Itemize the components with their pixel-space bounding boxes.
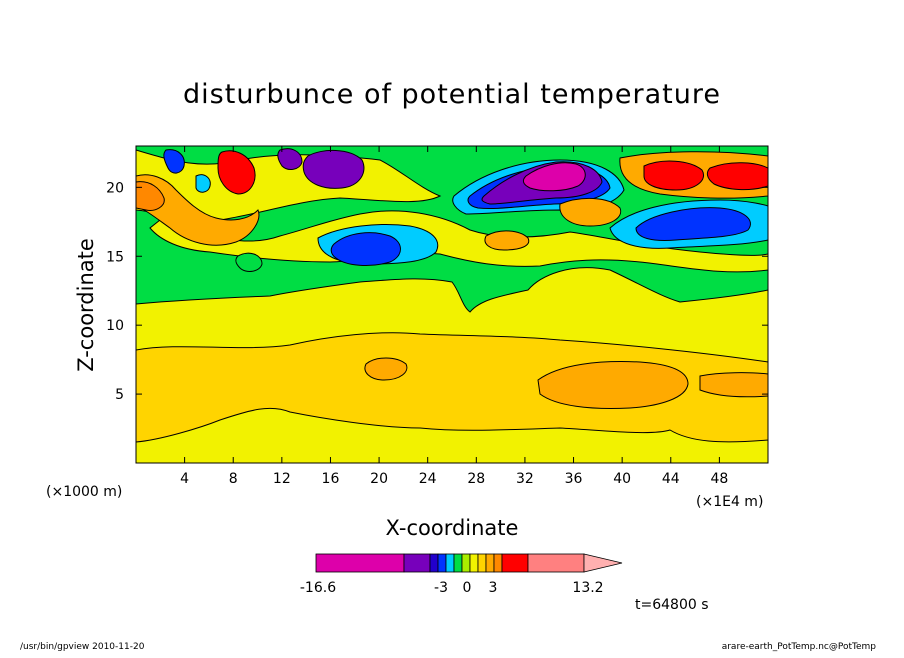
colorbar-segment xyxy=(501,553,529,573)
colorbar-segment xyxy=(461,553,471,573)
region-red-right xyxy=(643,160,768,191)
region-orange-blob-far-right xyxy=(699,372,768,398)
y-axis: 5 10 15 20 xyxy=(106,180,768,403)
colorbar-extension xyxy=(583,553,623,573)
x-axis: 4 8 12 16 20 24 28 32 36 40 44 48 xyxy=(180,146,728,487)
plot-frame xyxy=(135,145,769,464)
x-tick-label: 20 xyxy=(370,471,388,487)
region-orange-top-center xyxy=(559,197,622,227)
colorbar-segment xyxy=(445,553,455,573)
x-tick-label: 16 xyxy=(322,471,340,487)
x-tick-label: 32 xyxy=(516,471,534,487)
x-tick-label: 8 xyxy=(229,471,238,487)
footer-right: arare-earth_PotTemp.nc@PotTemp xyxy=(722,642,877,652)
region-purple-top-2 xyxy=(302,150,365,189)
y-tick-label: 10 xyxy=(106,318,124,334)
region-red-left xyxy=(217,150,256,195)
colorbar-max-label: 13.2 xyxy=(572,580,603,596)
colorbar-segment xyxy=(477,553,487,573)
x-axis-title: X-coordinate xyxy=(386,516,519,540)
colorbar xyxy=(315,553,623,573)
colorbar-segment xyxy=(315,553,405,573)
x-tick-label: 28 xyxy=(467,471,485,487)
time-label: t=64800 s xyxy=(635,597,709,613)
x-tick-label: 44 xyxy=(662,471,680,487)
x-tick-label: 12 xyxy=(273,471,291,487)
region-green-small-left xyxy=(235,252,263,272)
colorbar-min-label: -16.6 xyxy=(300,580,336,596)
x-tick-label: 40 xyxy=(613,471,631,487)
chart-title: disturbunce of potential temperature xyxy=(183,79,721,110)
colorbar-mid-label: -3 xyxy=(434,580,448,596)
region-blue-left xyxy=(163,149,185,174)
footer-left: /usr/bin/gpview 2010-11-20 xyxy=(20,642,145,652)
region-orange-blob-right xyxy=(537,361,689,409)
x-tick-label: 4 xyxy=(180,471,189,487)
region-blue-center xyxy=(330,232,401,266)
region-blue-right xyxy=(635,207,751,241)
plot-area xyxy=(136,146,768,463)
x-unit-left: (×1000 m) xyxy=(46,484,122,500)
colorbar-segment xyxy=(437,553,447,573)
x-unit-right: (×1E4 m) xyxy=(696,494,763,510)
region-magenta-top-right xyxy=(522,162,586,192)
colorbar-segment xyxy=(493,553,503,573)
y-tick-label: 20 xyxy=(106,180,124,196)
region-yellow-upper xyxy=(149,210,768,273)
x-tick-label: 24 xyxy=(419,471,437,487)
x-tick-label: 36 xyxy=(565,471,583,487)
colorbar-segment xyxy=(453,553,463,573)
colorbar-segment xyxy=(469,553,479,573)
x-tick-label: 48 xyxy=(710,471,728,487)
region-cyan-left xyxy=(195,174,211,193)
colorbar-segment xyxy=(403,553,431,573)
region-orange-left xyxy=(136,174,260,246)
region-lower-orange-band xyxy=(136,332,768,443)
y-tick-label: 15 xyxy=(106,249,124,265)
colorbar-segment xyxy=(429,553,439,573)
region-orange-blob-center xyxy=(364,357,408,381)
colorbar-segment xyxy=(485,553,495,573)
region-purple-top-1 xyxy=(277,148,303,170)
y-axis-title: Z-coordinate xyxy=(74,238,98,372)
colorbar-mid-label: 0 xyxy=(463,580,472,596)
colorbar-mid-label: 3 xyxy=(489,580,498,596)
region-orange-small-center xyxy=(484,230,530,251)
colorbar-segment xyxy=(527,553,585,573)
region-orange-deep-left xyxy=(136,181,165,211)
y-tick-label: 5 xyxy=(115,387,124,403)
